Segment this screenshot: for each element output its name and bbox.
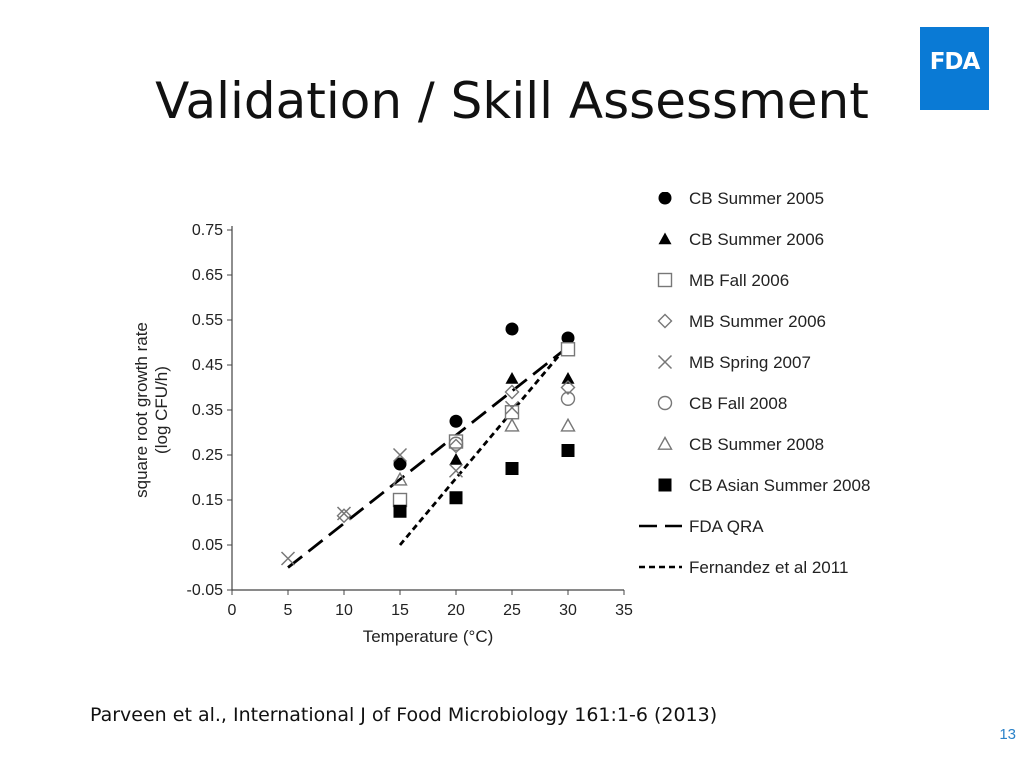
point-series-1 <box>449 453 463 465</box>
legend-label-7: CB Asian Summer 2008 <box>689 476 870 495</box>
page-number: 13 <box>999 726 1016 743</box>
point-series-3 <box>504 384 520 400</box>
point-series-4 <box>336 506 352 521</box>
scatter-chart: 0 5 10 15 20 25 30 35 -0.05 0.05 0.15 0.25 0.35 0.45 0… <box>132 192 870 646</box>
point-series-6 <box>392 471 408 486</box>
point-series-2 <box>392 492 408 508</box>
x-tick-label: 25 <box>503 602 521 619</box>
x-tick-label: 30 <box>559 602 577 619</box>
y-tick-label: -0.05 <box>187 582 224 599</box>
point-series-0 <box>561 331 575 345</box>
point-series-4 <box>280 551 296 566</box>
y-axis-label: square root growth rate <box>132 322 151 498</box>
point-series-7 <box>561 444 575 457</box>
y-tick-label: 0.25 <box>192 447 223 464</box>
legend-label-line-1: Fernandez et al 2011 <box>689 558 848 577</box>
legend-label-1: CB Summer 2006 <box>689 230 824 249</box>
fda-logo: FDA <box>920 27 989 110</box>
chart-container: 0 5 10 15 20 25 30 35 -0.05 0.05 0.15 0.25 0.35 0.45 0… <box>117 192 913 648</box>
x-tick-label: 10 <box>335 602 353 619</box>
y-tick-label: 0.65 <box>192 267 223 284</box>
x-tick-label: 15 <box>391 602 409 619</box>
point-series-3 <box>336 508 352 524</box>
legend-marker-2 <box>657 272 673 288</box>
point-series-4 <box>504 400 520 415</box>
legend-label-4: MB Spring 2007 <box>689 353 811 372</box>
legend-label-2: MB Fall 2006 <box>689 271 789 290</box>
legend-label-5: CB Fall 2008 <box>689 394 787 413</box>
point-series-5 <box>560 391 576 406</box>
slide-title: Validation / Skill Assessment <box>155 72 869 130</box>
x-tick-label: 5 <box>284 602 293 619</box>
line-0-long-dash <box>287 345 569 569</box>
point-series-2 <box>560 342 576 357</box>
legend-marker-7 <box>658 478 672 492</box>
point-series-7 <box>449 491 463 505</box>
point-series-1 <box>505 372 519 384</box>
legend-label-0: CB Summer 2005 <box>689 192 824 208</box>
x-tick-label: 35 <box>615 602 633 619</box>
point-series-3 <box>560 380 576 395</box>
legend-label-3: MB Summer 2006 <box>689 312 826 331</box>
point-series-5 <box>448 436 464 451</box>
x-tick-label: 0 <box>228 602 237 619</box>
y-axis-label: (log CFU/h) <box>152 366 171 454</box>
point-series-0 <box>393 457 407 471</box>
point-series-1 <box>561 372 575 384</box>
y-tick-label: 0.35 <box>192 402 223 419</box>
fda-logo-text: FDA <box>929 49 981 75</box>
legend-marker-1 <box>658 232 672 245</box>
legend-label-6: CB Summer 2008 <box>689 435 824 454</box>
legend-marker-5 <box>657 395 673 411</box>
y-tick-label: 0.55 <box>192 312 223 329</box>
point-series-0 <box>449 414 463 428</box>
legend-marker-6 <box>657 436 673 450</box>
point-series-7 <box>393 504 407 518</box>
point-series-4 <box>448 463 464 478</box>
line-1-short-dash <box>398 343 570 546</box>
point-series-6 <box>504 417 520 432</box>
legend-marker-3 <box>657 313 673 329</box>
point-series-3 <box>448 438 464 454</box>
point-series-4 <box>392 447 408 463</box>
citation: Parveen et al., International J of Food … <box>90 704 718 726</box>
y-tick-label: 0.45 <box>192 357 223 374</box>
legend-marker-4 <box>657 354 673 370</box>
point-series-6 <box>560 417 576 432</box>
point-series-0 <box>505 322 519 336</box>
y-tick-label: 0.75 <box>192 222 223 239</box>
y-tick-label: 0.15 <box>192 492 223 509</box>
legend-marker-0 <box>658 192 672 205</box>
x-tick-label: 20 <box>447 602 465 619</box>
point-series-7 <box>505 462 519 475</box>
x-axis-label: Temperature (°C) <box>363 627 494 646</box>
legend-label-line-0: FDA QRA <box>689 517 764 536</box>
y-tick-label: 0.05 <box>192 537 223 554</box>
